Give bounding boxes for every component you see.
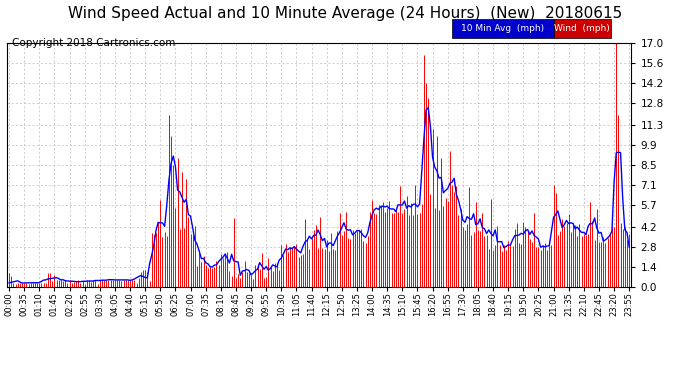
Text: Wind Speed Actual and 10 Minute Average (24 Hours)  (New)  20180615: Wind Speed Actual and 10 Minute Average … [68,6,622,21]
Text: 10 Min Avg  (mph): 10 Min Avg (mph) [462,24,544,33]
Text: Copyright 2018 Cartronics.com: Copyright 2018 Cartronics.com [12,38,176,48]
Text: Wind  (mph): Wind (mph) [555,24,610,33]
